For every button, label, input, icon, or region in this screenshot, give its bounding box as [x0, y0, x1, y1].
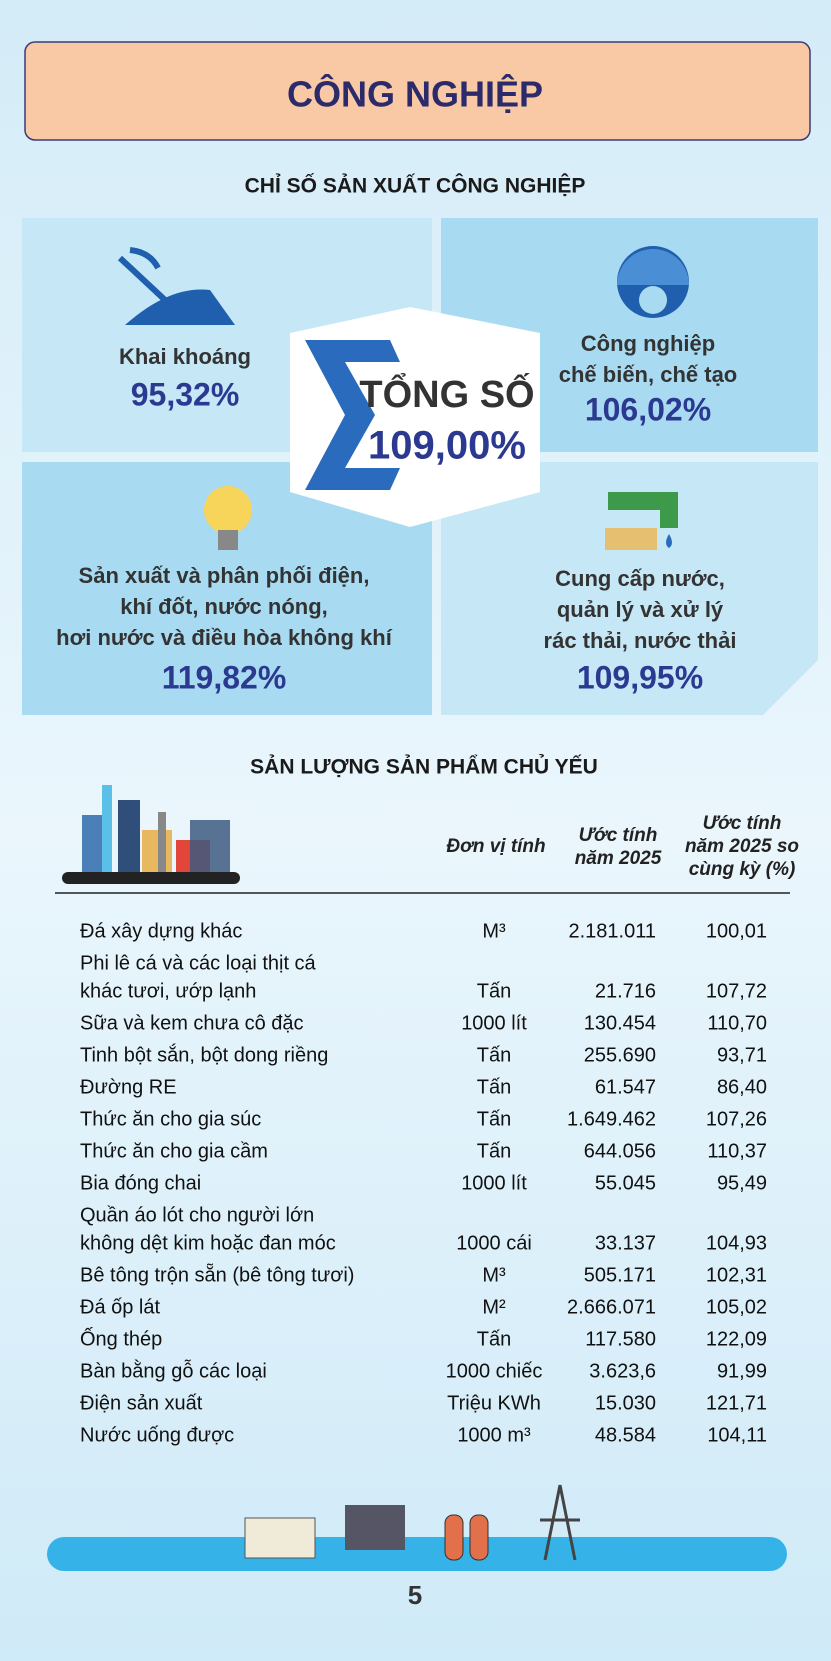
industry-icon: [62, 785, 240, 884]
product-percent: 104,93: [706, 1232, 767, 1254]
product-name: không dệt kim hoặc đan móc: [80, 1232, 336, 1254]
product-estimate: 644.056: [584, 1140, 656, 1162]
product-unit: Tấn: [477, 1044, 511, 1066]
product-estimate: 55.045: [595, 1172, 656, 1194]
product-unit: Tấn: [477, 1076, 511, 1098]
product-name: Bê tông trộn sẵn (bê tông tươi): [80, 1263, 354, 1286]
product-percent: 93,71: [717, 1044, 767, 1066]
product-unit: Tấn: [477, 1108, 511, 1130]
product-estimate: 117.580: [585, 1328, 656, 1350]
sector-value: 95,32%: [131, 376, 240, 412]
product-estimate: 48.584: [595, 1424, 656, 1446]
product-percent: 121,71: [706, 1392, 767, 1414]
product-name: Thức ăn cho gia cầm: [80, 1140, 268, 1162]
product-estimate: 2.666.071: [567, 1296, 656, 1318]
product-unit: M²: [482, 1296, 506, 1318]
sector-value: 119,82%: [162, 659, 287, 695]
product-percent: 107,26: [706, 1108, 767, 1130]
product-estimate: 255.690: [584, 1044, 656, 1066]
product-estimate: 15.030: [595, 1392, 656, 1414]
column-header: Ước tính: [579, 825, 658, 846]
sector-label: hơi nước và điều hòa không khí: [56, 625, 393, 650]
footer-icons: [244, 1484, 580, 1561]
footer-bar: [47, 1537, 787, 1571]
sector-label: Cung cấp nước,: [555, 566, 725, 591]
product-unit: M³: [482, 1264, 506, 1286]
product-unit: 1000 cái: [456, 1232, 532, 1254]
product-estimate: 3.623,6: [589, 1360, 656, 1382]
bulb-icon: [204, 486, 252, 550]
product-percent: 110,70: [707, 1012, 767, 1034]
column-header: Ước tính: [703, 813, 782, 834]
section-title: SẢN LƯỢNG SẢN PHẨM CHỦ YẾU: [250, 755, 598, 779]
product-estimate: 21.716: [595, 980, 656, 1002]
section-title: CHỈ SỐ SẢN XUẤT CÔNG NGHIỆP: [245, 174, 586, 198]
product-name: Bia đóng chai: [80, 1172, 201, 1194]
product-estimate: 33.137: [595, 1232, 656, 1254]
header-title: CÔNG NGHIỆP: [287, 73, 543, 115]
product-percent: 110,37: [707, 1140, 767, 1162]
sector-label: khí đốt, nước nóng,: [120, 594, 328, 619]
product-name: Nước uống được: [80, 1424, 234, 1446]
product-unit: Tấn: [477, 1140, 511, 1162]
product-estimate: 1.649.462: [567, 1108, 656, 1130]
product-unit: 1000 lít: [461, 1172, 527, 1194]
product-unit: 1000 lít: [461, 1012, 527, 1034]
total-value: 109,00%: [368, 424, 526, 468]
sector-value: 109,95%: [577, 659, 703, 695]
sector-panel: [441, 462, 818, 715]
column-header: Đơn vị tính: [446, 836, 545, 857]
sector-label: chế biến, chế tạo: [559, 362, 738, 387]
product-name: Quần áo lót cho người lớn: [80, 1204, 314, 1226]
sector-label: Công nghiệp: [581, 331, 715, 356]
page-number: 5: [408, 1580, 422, 1610]
product-percent: 122,09: [706, 1328, 767, 1350]
product-unit: M³: [482, 920, 506, 942]
product-unit: 1000 m³: [457, 1424, 531, 1446]
sector-label: Sản xuất và phân phối điện,: [79, 563, 370, 588]
product-percent: 100,01: [706, 920, 767, 942]
product-name: Tinh bột sắn, bột dong riềng: [80, 1043, 328, 1066]
column-header: năm 2025 so: [685, 836, 799, 857]
total-label: TỔNG SỐ: [359, 371, 534, 416]
column-header: năm 2025: [575, 848, 662, 869]
product-name: Đá ốp lát: [80, 1296, 160, 1318]
product-name: Sữa và kem chưa cô đặc: [80, 1012, 304, 1034]
product-name: Bàn bằng gỗ các loại: [80, 1359, 267, 1382]
product-estimate: 130.454: [584, 1012, 656, 1034]
product-unit: Triệu KWh: [447, 1392, 541, 1414]
sector-label: rác thải, nước thải: [544, 628, 737, 653]
product-estimate: 505.171: [584, 1264, 656, 1286]
product-percent: 86,40: [717, 1076, 767, 1098]
product-estimate: 61.547: [595, 1076, 656, 1098]
product-unit: Tấn: [477, 1328, 511, 1350]
product-percent: 107,72: [706, 980, 767, 1002]
product-unit: Tấn: [477, 980, 511, 1002]
product-name: Ống thép: [80, 1326, 162, 1350]
product-percent: 104,11: [707, 1424, 767, 1446]
product-percent: 95,49: [717, 1172, 767, 1194]
product-unit: 1000 chiếc: [446, 1360, 543, 1382]
sector-label: quản lý và xử lý: [557, 597, 724, 622]
product-name: Thức ăn cho gia súc: [80, 1108, 261, 1130]
sector-label: Khai khoáng: [119, 344, 251, 369]
sigma-icon: [305, 340, 400, 490]
column-header: cùng kỳ (%): [689, 859, 796, 880]
product-name: Phi lê cá và các loại thịt cá: [80, 952, 317, 974]
product-name: Đường RE: [80, 1076, 177, 1098]
product-name: Đá xây dựng khác: [80, 920, 242, 942]
product-name: Điện sản xuất: [80, 1392, 203, 1414]
product-percent: 102,31: [706, 1264, 767, 1286]
product-percent: 105,02: [706, 1296, 767, 1318]
factory-gear-icon: [617, 246, 689, 318]
tap-icon: [605, 492, 678, 550]
product-name: khác tươi, ướp lạnh: [80, 980, 256, 1002]
mining-icon: [117, 247, 235, 325]
header-box: [24, 41, 811, 141]
product-percent: 91,99: [717, 1360, 767, 1382]
sector-value: 106,02%: [585, 391, 711, 427]
product-estimate: 2.181.011: [569, 920, 657, 942]
